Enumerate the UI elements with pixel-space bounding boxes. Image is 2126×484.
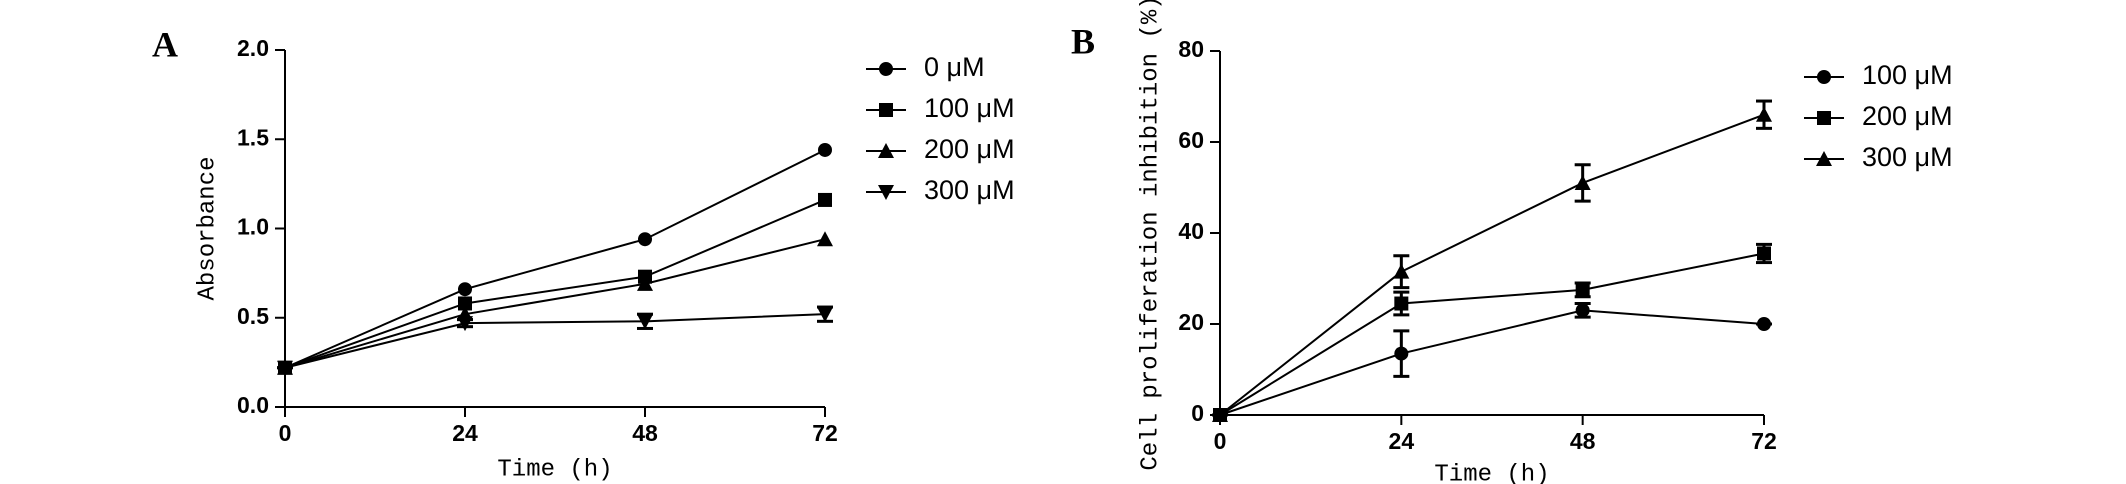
marker [818,192,832,207]
marker [637,314,653,330]
y-tick-label: 60 [1178,127,1204,153]
marker [1574,174,1591,190]
legend-marker [1817,70,1831,84]
legend-label: 0 μM [924,52,985,82]
marker [818,142,832,157]
legend-label: 100 μM [1862,60,1953,90]
x-tick-label: 72 [812,420,838,446]
y-tick-label: 2.0 [237,35,269,61]
marker [1212,407,1228,422]
y-tick-label: 0 [1191,400,1204,426]
legend-marker [879,62,893,76]
legend-marker [878,143,894,158]
y-tick-label: 40 [1178,218,1204,244]
marker [637,275,653,291]
series-line [1219,113,1765,416]
panel-label: B [1071,21,1095,61]
legend-marker [1816,151,1832,166]
x-tick-label: 24 [1389,428,1415,454]
y-axis-label: Cell proliferation inhibition (%) [1137,0,1164,471]
legend-marker [878,185,894,200]
legend-marker [1817,111,1831,125]
series-line [1219,309,1765,416]
marker [1393,263,1410,279]
marker [458,296,472,311]
legend-marker [879,103,893,117]
marker [817,231,833,247]
legend-label: 100 μM [924,93,1015,123]
x-tick-label: 0 [279,420,292,446]
y-tick-label: 1.0 [237,214,269,240]
x-axis-label: Time (h) [1434,461,1549,484]
marker [1394,296,1409,311]
series-line [1219,252,1765,416]
series-line [284,149,826,369]
x-axis-label: Time (h) [497,456,612,483]
series-line [284,199,826,369]
marker [1575,282,1590,297]
legend-label: 300 μM [1862,142,1953,172]
series-line [284,238,826,369]
y-tick-label: 0.5 [237,303,269,329]
marker [1757,317,1771,331]
marker [277,360,293,376]
y-tick-label: 20 [1178,309,1204,335]
y-tick-label: 1.5 [237,124,269,150]
marker [1757,246,1771,261]
marker [638,232,652,247]
marker [458,282,472,297]
legend-label: 200 μM [924,134,1015,164]
panel-label: A [152,24,178,64]
marker [817,307,833,323]
marker [457,316,473,332]
marker [1394,346,1409,361]
x-tick-label: 72 [1751,428,1777,454]
x-tick-label: 0 [1214,428,1227,454]
x-tick-label: 48 [632,420,658,446]
y-axis-label: Absorbance [194,156,221,300]
x-tick-label: 24 [452,420,478,446]
x-tick-label: 48 [1570,428,1596,454]
series-line [284,313,826,369]
marker [1756,106,1772,122]
y-tick-label: 80 [1178,36,1204,62]
y-tick-label: 0.0 [237,392,269,418]
marker [1575,303,1590,318]
legend-label: 300 μM [924,175,1015,205]
legend-label: 200 μM [1862,101,1953,131]
